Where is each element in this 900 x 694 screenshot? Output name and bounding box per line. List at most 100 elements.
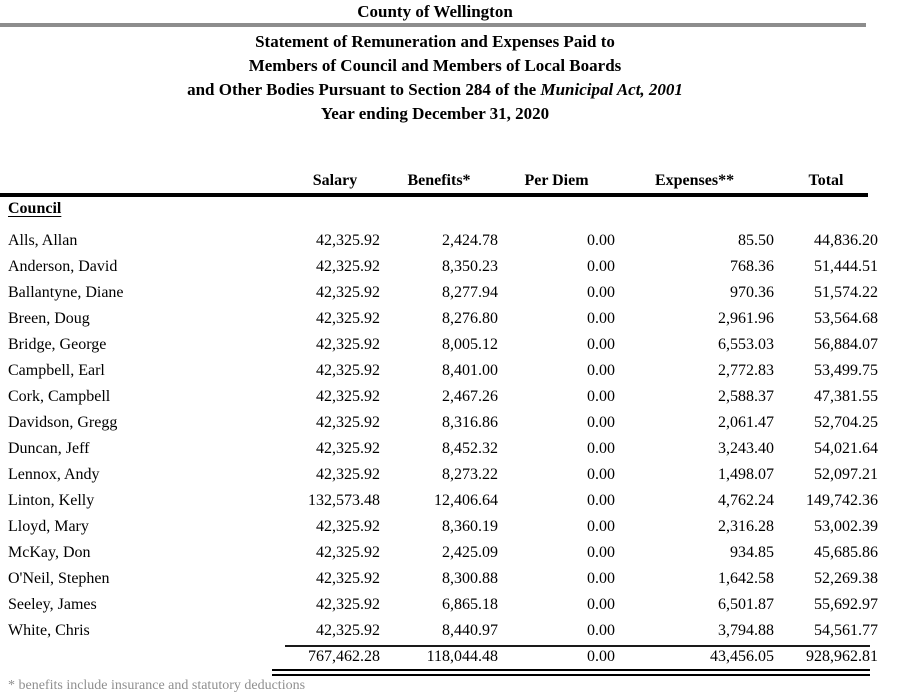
benefits-value: 8,276.80 xyxy=(442,310,498,327)
table-row: Lloyd, Mary 42,325.92 8,360.19 0.00 2,31… xyxy=(0,514,878,540)
salary-value: 42,325.92 xyxy=(316,518,380,535)
table-row: White, Chris 42,325.92 8,440.97 0.00 3,7… xyxy=(0,618,878,644)
expenses-value: 2,316.28 xyxy=(718,518,774,535)
member-name: Seeley, James xyxy=(8,596,97,613)
expenses-value: 6,501.87 xyxy=(718,596,774,613)
benefits-value: 2,424.78 xyxy=(442,232,498,249)
table-row: Seeley, James 42,325.92 6,865.18 0.00 6,… xyxy=(0,592,878,618)
per-diem-value: 0.00 xyxy=(587,388,615,405)
table-row: McKay, Don 42,325.92 2,425.09 0.00 934.8… xyxy=(0,540,878,566)
per-diem-value: 0.00 xyxy=(587,544,615,561)
total-grand: 928,962.81 xyxy=(806,648,878,665)
column-header-expenses: Expenses** xyxy=(654,172,735,189)
per-diem-value: 0.00 xyxy=(587,258,615,275)
total-value: 52,097.21 xyxy=(814,466,878,483)
salary-value: 42,325.92 xyxy=(316,310,380,327)
act-name-italic: Municipal Act, 2001 xyxy=(540,80,683,99)
table-row: Cork, Campbell 42,325.92 2,467.26 0.00 2… xyxy=(0,384,878,410)
member-name: Cork, Campbell xyxy=(8,388,111,405)
subtitle-line-2: Members of Council and Members of Local … xyxy=(248,56,622,75)
table-row: Lennox, Andy 42,325.92 8,273.22 0.00 1,4… xyxy=(0,462,878,488)
total-value: 56,884.07 xyxy=(814,336,878,353)
total-per-diem: 0.00 xyxy=(587,648,615,665)
total-value: 55,692.97 xyxy=(814,596,878,613)
member-name: Breen, Doug xyxy=(8,310,90,327)
benefits-value: 6,865.18 xyxy=(442,596,498,613)
title-divider-rule xyxy=(0,23,866,27)
column-header-total: Total xyxy=(808,172,844,189)
salary-value: 42,325.92 xyxy=(316,258,380,275)
table-row: Linton, Kelly 132,573.48 12,406.64 0.00 … xyxy=(0,488,878,514)
salary-value: 42,325.92 xyxy=(316,284,380,301)
salary-value: 42,325.92 xyxy=(316,414,380,431)
total-expenses: 43,456.05 xyxy=(710,648,774,665)
member-name: White, Chris xyxy=(8,622,90,639)
expenses-value: 2,588.37 xyxy=(718,388,774,405)
benefits-value: 8,273.22 xyxy=(442,466,498,483)
name-column-spacer xyxy=(0,171,290,191)
totals-name-spacer xyxy=(0,646,290,668)
member-name: Ballantyne, Diane xyxy=(8,284,124,301)
total-benefits: 118,044.48 xyxy=(426,648,498,665)
totals-row: 767,462.28 118,044.48 0.00 43,456.05 928… xyxy=(0,646,878,668)
total-value: 51,574.22 xyxy=(814,284,878,301)
expenses-value: 2,961.96 xyxy=(718,310,774,327)
total-value: 53,002.39 xyxy=(814,518,878,535)
per-diem-value: 0.00 xyxy=(587,414,615,431)
section-label-council: Council xyxy=(8,200,62,217)
total-value: 45,685.86 xyxy=(814,544,878,561)
per-diem-value: 0.00 xyxy=(587,336,615,353)
totals-double-rule xyxy=(272,669,870,676)
expenses-value: 1,498.07 xyxy=(718,466,774,483)
totals-top-rule xyxy=(285,645,870,647)
member-name: Davidson, Gregg xyxy=(8,414,118,431)
header-rule xyxy=(0,193,868,197)
column-header-salary: Salary xyxy=(312,172,358,189)
total-value: 52,704.25 xyxy=(814,414,878,431)
member-name: Lloyd, Mary xyxy=(8,518,89,535)
expenses-value: 6,553.03 xyxy=(718,336,774,353)
expenses-value: 2,061.47 xyxy=(718,414,774,431)
footnote-partial: * benefits include insurance and statuto… xyxy=(8,678,306,693)
expenses-value: 2,772.83 xyxy=(718,362,774,379)
per-diem-value: 0.00 xyxy=(587,570,615,587)
member-name: Anderson, David xyxy=(8,258,118,275)
benefits-value: 8,350.23 xyxy=(442,258,498,275)
member-name: Duncan, Jeff xyxy=(8,440,90,457)
table-row: O'Neil, Stephen 42,325.92 8,300.88 0.00 … xyxy=(0,566,878,592)
table-row: Anderson, David 42,325.92 8,350.23 0.00 … xyxy=(0,254,878,280)
salary-value: 132,573.48 xyxy=(308,492,380,509)
total-value: 44,836.20 xyxy=(814,232,878,249)
salary-value: 42,325.92 xyxy=(316,544,380,561)
benefits-value: 2,425.09 xyxy=(442,544,498,561)
per-diem-value: 0.00 xyxy=(587,362,615,379)
subtitle-line-3: and Other Bodies Pursuant to Section 284… xyxy=(0,80,870,100)
table-row: Alls, Allan 42,325.92 2,424.78 0.00 85.5… xyxy=(0,228,878,254)
per-diem-value: 0.00 xyxy=(587,284,615,301)
salary-value: 42,325.92 xyxy=(316,622,380,639)
per-diem-value: 0.00 xyxy=(587,492,615,509)
benefits-value: 12,406.64 xyxy=(434,492,498,509)
salary-value: 42,325.92 xyxy=(316,596,380,613)
member-name: Linton, Kelly xyxy=(8,492,95,509)
member-name: McKay, Don xyxy=(8,544,91,561)
member-name: Alls, Allan xyxy=(8,232,78,249)
salary-value: 42,325.92 xyxy=(316,570,380,587)
subtitle-line-1: Statement of Remuneration and Expenses P… xyxy=(255,32,615,51)
benefits-value: 8,452.32 xyxy=(442,440,498,457)
expenses-value: 768.36 xyxy=(730,258,774,275)
total-value: 53,564.68 xyxy=(814,310,878,327)
table-row: Bridge, George 42,325.92 8,005.12 0.00 6… xyxy=(0,332,878,358)
subtitle-line-4: Year ending December 31, 2020 xyxy=(320,104,550,123)
per-diem-value: 0.00 xyxy=(587,232,615,249)
table-row: Breen, Doug 42,325.92 8,276.80 0.00 2,96… xyxy=(0,306,878,332)
member-name: Campbell, Earl xyxy=(8,362,105,379)
per-diem-value: 0.00 xyxy=(587,440,615,457)
benefits-value: 8,316.86 xyxy=(442,414,498,431)
benefits-value: 8,440.97 xyxy=(442,622,498,639)
member-name: Bridge, George xyxy=(8,336,107,353)
expenses-value: 934.85 xyxy=(730,544,774,561)
table-row: Duncan, Jeff 42,325.92 8,452.32 0.00 3,2… xyxy=(0,436,878,462)
